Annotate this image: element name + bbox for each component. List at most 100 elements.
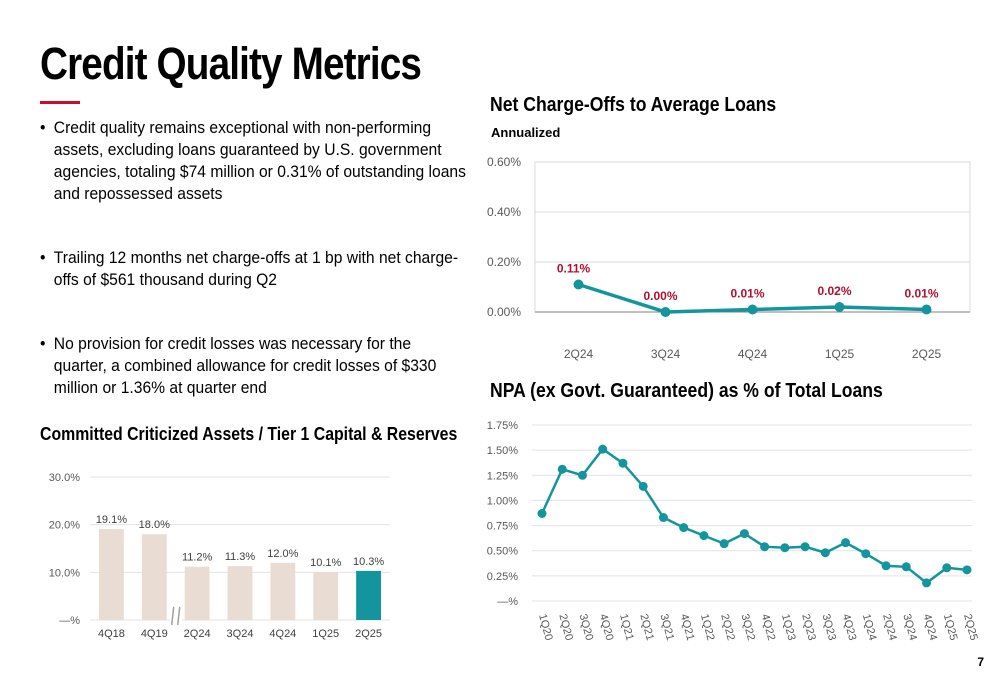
bullet-item: Trailing 12 months net charge-offs at 1 … [40,247,468,291]
bar [270,562,296,620]
x-tick-label: 2Q25 [961,613,980,642]
y-tick-label: 20.0% [49,520,80,532]
data-point [537,509,547,519]
data-point [962,565,972,575]
bullet-item: Credit quality remains exceptional with … [40,117,468,205]
x-tick-label: 1Q20 [536,613,555,642]
y-tick-label: 0.75% [487,521,518,533]
nco-line-chart: 0.00% 0.20% 0.40% 0.60% 2Q24 0.11% 3Q24 0.00% 4Q… [487,155,971,361]
data-label: 10.1% [310,557,341,569]
data-point [638,481,648,491]
x-tick-label: 1Q25 [312,628,339,640]
data-point [942,563,952,573]
x-tick-label: 2Q25 [912,347,942,361]
data-point [577,470,587,480]
data-label: 10.3% [353,556,384,568]
y-tick-label: —% [497,596,518,608]
x-tick-label: 1Q22 [698,613,717,642]
data-label: 12.0% [267,548,298,560]
axis-break-mark [176,606,181,626]
npa-line-chart: —% 0.25% 0.50% 0.75% 1.00% 1.25% 1.50% 1.75% 1Q2… [487,420,980,642]
data-point [921,304,932,315]
bullet-item: No provision for credit losses was neces… [40,333,468,399]
data-point [760,542,770,552]
data-label: 0.01% [904,287,938,301]
x-tick-label: 4Q19 [141,628,168,640]
x-tick-label: 4Q24 [738,347,768,361]
y-tick-label: 1.50% [487,445,518,457]
data-label: 19.1% [96,514,127,526]
data-label: 0.00% [643,289,677,303]
nco-chart-subtitle: Annualized [491,125,561,140]
data-point [739,529,749,539]
x-tick-label: 2Q20 [556,613,575,642]
y-tick-label: 1.25% [487,470,518,482]
criticized-bar-chart: —% 10.0% 20.0% 30.0% 19.1% 4Q18 18.0% 4Q19 11.2%… [49,472,390,640]
data-point [901,562,911,572]
x-tick-label: 2Q24 [564,347,594,361]
data-point [861,549,871,559]
data-point [780,543,790,553]
x-tick-label: 3Q22 [738,613,757,642]
bar [99,528,124,620]
data-label: 11.2% [182,552,213,564]
data-point [922,578,932,588]
bar [227,566,253,620]
y-tick-label: 10.0% [49,567,80,579]
x-tick-label: 2Q24 [184,628,211,640]
data-point [841,538,851,548]
npa-chart-title: NPA (ex Govt. Guaranteed) as % of Total … [490,380,883,402]
data-point [881,561,891,571]
x-tick-label: 3Q24 [900,613,919,642]
x-tick-label: 3Q23 [819,613,838,642]
x-tick-label: 4Q18 [98,628,125,640]
y-tick-label: 0.60% [487,155,521,169]
x-tick-label: 2Q25 [355,628,382,640]
data-point [660,307,671,317]
data-point [834,302,845,312]
x-tick-label: 1Q25 [825,347,855,361]
data-label: 0.02% [817,284,851,298]
x-tick-label: 4Q24 [269,628,296,640]
data-point [800,542,810,552]
data-label: 0.11% [557,262,591,276]
x-tick-label: 2Q24 [880,613,899,642]
page-title: Credit Quality Metrics [40,38,422,89]
y-tick-label: 1.00% [487,495,518,507]
data-label: 0.01% [730,287,764,301]
data-point [658,513,668,523]
data-point [699,531,709,541]
x-tick-label: 1Q23 [779,613,798,642]
x-tick-label: 1Q21 [617,613,636,642]
x-tick-label: 3Q21 [658,613,677,642]
page-number: 7 [977,655,984,669]
y-tick-label: 0.25% [487,571,518,583]
data-point [573,279,584,290]
data-point [598,444,608,454]
y-tick-label: 1.75% [487,420,518,432]
y-tick-label: —% [59,615,80,627]
bullet-list: Credit quality remains exceptional with … [40,117,466,441]
x-tick-label: 1Q25 [941,613,960,642]
data-point [747,304,758,315]
y-tick-label: 0.50% [487,546,518,558]
x-tick-label: 2Q21 [637,613,656,642]
y-tick-label: 0.40% [487,205,521,219]
x-tick-label: 4Q24 [921,613,940,642]
y-tick-label: 30.0% [49,472,80,484]
data-point [820,548,830,558]
y-tick-label: 0.20% [487,255,521,269]
title-accent-rule [40,101,80,104]
x-tick-label: 1Q24 [860,613,879,642]
criticized-chart-title: Committed Criticized Assets / Tier 1 Cap… [40,424,458,444]
series-line [540,447,968,585]
bar [141,534,167,620]
y-tick-label: 0.00% [487,305,521,319]
x-tick-label: 2Q23 [799,613,818,642]
axis-break-mark [170,606,175,626]
bar [313,571,339,620]
x-tick-label: 4Q23 [840,613,859,642]
data-point [557,464,567,474]
x-tick-label: 3Q24 [651,347,681,361]
x-tick-label: 4Q20 [597,613,616,642]
